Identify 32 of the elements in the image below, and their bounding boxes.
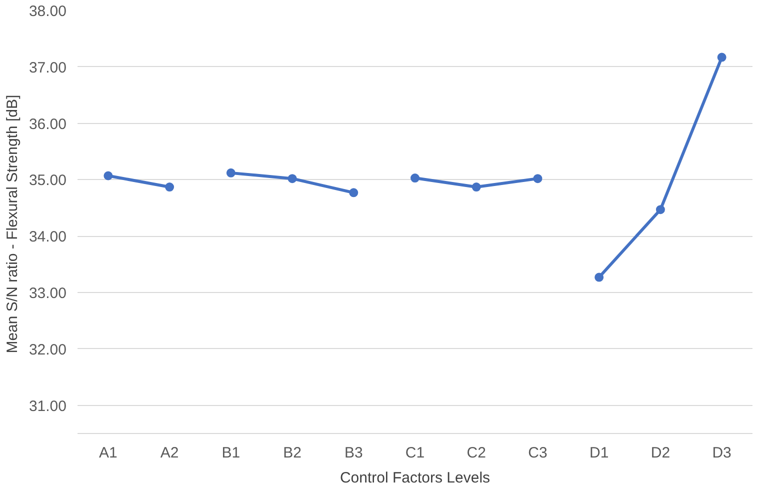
point (410, 174, 420, 182)
x-axis-title: Control Factors Levels (340, 470, 490, 486)
y-tick-label: 35.00 (28, 172, 67, 190)
point (226, 168, 236, 178)
y-tick-label: 34.00 (28, 228, 67, 246)
point (104, 171, 113, 180)
y-tick-label: 31.00 (28, 398, 67, 415)
x-tick-label: D3 (712, 444, 732, 462)
x-tick-label: A1 (99, 444, 118, 462)
y-tick-label: 36.00 (28, 116, 67, 133)
point (717, 52, 726, 62)
x-tick-label: B2 (283, 444, 302, 462)
y-tick-label: 33.00 (28, 285, 67, 302)
x-tick-label: B3 (344, 444, 363, 462)
point (349, 188, 358, 198)
y-tick-label: 38.00 (28, 3, 67, 20)
x-tick-label: C1 (405, 444, 425, 462)
x-tick-label: C2 (466, 444, 486, 462)
x-tick-label: B1 (222, 444, 240, 462)
x-tick-label: D1 (590, 444, 609, 462)
y-axis-title: Mean S/N ratio - Flexural Strength [dB] (4, 94, 21, 354)
point (165, 182, 174, 192)
point (533, 174, 542, 184)
point (472, 182, 481, 192)
x-tick-label: D2 (650, 444, 670, 462)
point (288, 174, 297, 184)
x-tick-label: A2 (160, 444, 179, 462)
y-tick-label: 37.00 (28, 59, 67, 76)
point (594, 272, 604, 282)
point (656, 205, 665, 214)
y-tick-label: 32.00 (28, 341, 67, 358)
x-tick-label: C3 (528, 444, 548, 462)
